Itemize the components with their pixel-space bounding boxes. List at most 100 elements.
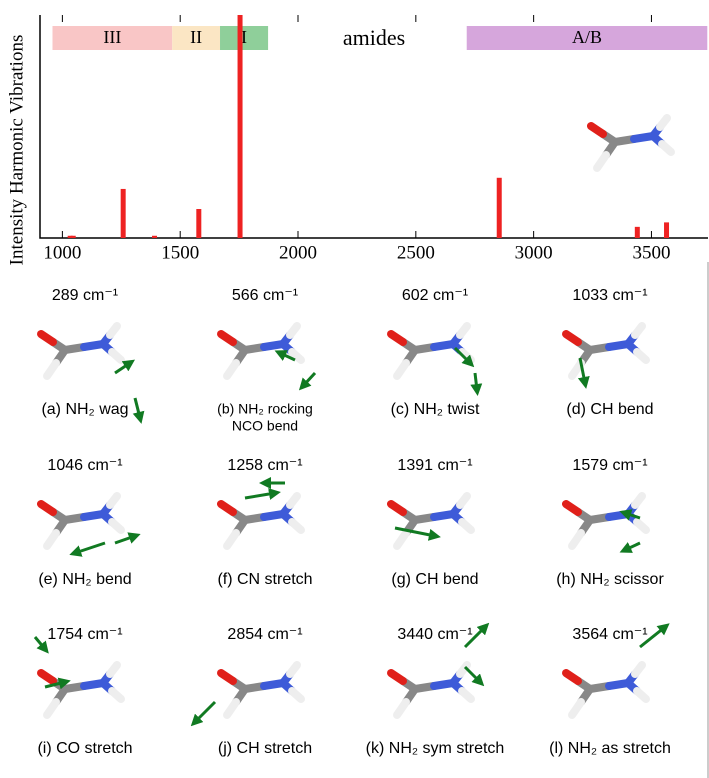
displacement-arrow — [394, 526, 441, 541]
displacement-arrow — [298, 371, 317, 391]
caption: (g) CH bend — [391, 571, 478, 588]
bar — [152, 235, 158, 238]
displacement-arrow — [470, 372, 483, 396]
bond — [631, 661, 646, 678]
bond — [106, 322, 121, 339]
displacement-arrow — [619, 509, 641, 521]
bond — [631, 492, 646, 509]
annotation: amides — [343, 25, 405, 50]
displacement-arrow — [619, 541, 641, 553]
caption: (f) CN stretch — [217, 571, 312, 588]
x-tick-label: 1500 — [161, 242, 199, 263]
frequency-label: 1046 cm⁻¹ — [47, 457, 122, 474]
bond — [387, 669, 407, 685]
bond — [393, 698, 410, 719]
bar — [67, 235, 73, 238]
bond — [631, 322, 646, 339]
bar — [196, 209, 202, 238]
bond — [633, 687, 650, 703]
bond — [108, 348, 125, 364]
bond — [568, 359, 585, 380]
frequency-label: 1033 cm⁻¹ — [572, 287, 647, 304]
bond — [393, 359, 410, 380]
bond — [458, 518, 475, 534]
frequency-label: 3564 cm⁻¹ — [572, 626, 647, 643]
displacement-arrow — [33, 636, 49, 654]
region-label: I — [241, 27, 247, 47]
bond — [288, 518, 305, 534]
bond — [223, 359, 240, 380]
displacement-arrow — [114, 532, 141, 545]
frequency-label: 289 cm⁻¹ — [52, 287, 118, 304]
bond — [562, 500, 582, 516]
frequency-label: 1258 cm⁻¹ — [227, 457, 302, 474]
bond — [387, 500, 407, 516]
x-tick-label: 2000 — [279, 242, 317, 263]
region — [52, 26, 173, 50]
bond — [108, 518, 125, 534]
displacement-arrow — [132, 397, 145, 424]
bond — [656, 114, 671, 131]
x-tick-label: 3500 — [632, 242, 670, 263]
bond — [43, 698, 60, 719]
bond — [106, 492, 121, 509]
bond — [456, 492, 471, 509]
displacement-arrow — [244, 488, 281, 500]
caption: (j) CH stretch — [218, 740, 312, 757]
caption: (k) NH₂ sym stretch — [366, 740, 505, 757]
region — [466, 26, 708, 50]
bond — [108, 687, 125, 703]
caption: (d) CH bend — [566, 401, 653, 418]
bond — [286, 492, 301, 509]
bond — [562, 669, 582, 685]
bond — [393, 529, 410, 550]
caption: (i) CO stretch — [37, 740, 132, 757]
region — [172, 26, 221, 50]
bond — [456, 322, 471, 339]
bond — [217, 500, 237, 516]
y-axis-label: Intensity Harmonic Vibrations — [6, 35, 27, 266]
bond — [633, 348, 650, 364]
bond — [37, 330, 57, 346]
bond — [288, 687, 305, 703]
frequency-label: 1754 cm⁻¹ — [47, 626, 122, 643]
bond — [562, 330, 582, 346]
x-tick-label: 3000 — [515, 242, 553, 263]
caption: (a) NH₂ wag — [41, 401, 128, 418]
x-tick-label: 2500 — [397, 242, 435, 263]
displacement-arrow — [44, 677, 71, 690]
region-label: III — [103, 27, 121, 47]
bar — [496, 177, 502, 238]
bond — [568, 698, 585, 719]
bar — [70, 235, 76, 238]
bond — [223, 698, 240, 719]
bond — [593, 151, 610, 172]
bond — [37, 669, 57, 685]
caption: (h) NH₂ scissor — [556, 571, 664, 588]
bond — [43, 359, 60, 380]
region-label: A/B — [572, 27, 602, 47]
displacement-arrow — [577, 357, 590, 389]
axis-frame — [39, 15, 708, 239]
bond — [286, 322, 301, 339]
displacement-arrow — [190, 700, 217, 727]
bond — [43, 529, 60, 550]
displacement-arrow — [463, 665, 485, 687]
frequency-label: 1391 cm⁻¹ — [397, 457, 472, 474]
region — [220, 26, 269, 50]
region-label: II — [190, 27, 202, 47]
bond — [217, 669, 237, 685]
bond — [288, 348, 305, 364]
displacement-arrow — [69, 541, 106, 557]
frequency-label: 1579 cm⁻¹ — [572, 457, 647, 474]
displacement-arrow — [274, 350, 296, 362]
bond — [217, 330, 237, 346]
caption: (e) NH₂ bend — [38, 571, 131, 588]
displacement-arrow — [114, 359, 135, 375]
x-tick-label: 1000 — [43, 242, 81, 263]
frequency-label: 566 cm⁻¹ — [232, 287, 298, 304]
bond — [223, 529, 240, 550]
bond — [633, 518, 650, 534]
caption: (c) NH₂ twist — [391, 401, 480, 418]
